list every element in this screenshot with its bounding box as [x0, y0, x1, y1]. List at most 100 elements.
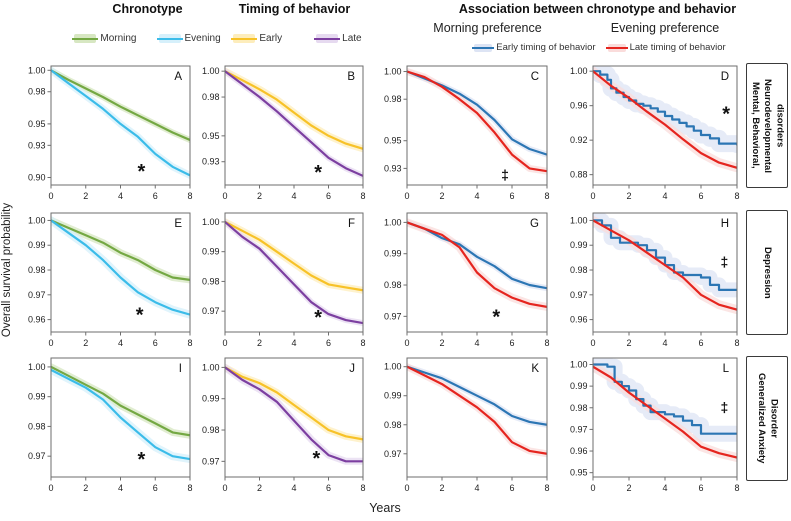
- panel-D: 1.00 0.96 0.92 0.88 0 2 4 6 8 D *: [570, 65, 740, 201]
- y-tick-label: 1.00: [384, 362, 402, 372]
- curve-morning: [51, 365, 190, 437]
- x-tick-label: 8: [734, 191, 739, 201]
- x-tick-label: 2: [439, 338, 444, 348]
- y-tick-label: 0.99: [28, 392, 46, 402]
- significance-symbol: ‡: [501, 166, 509, 182]
- y-tick-label: 1.00: [28, 65, 46, 75]
- y-tick-label: 0.97: [28, 451, 46, 461]
- y-tick-label: 0.98: [28, 421, 46, 431]
- significance-symbol: *: [722, 103, 730, 125]
- y-tick-label: 1.00: [202, 66, 220, 76]
- association-legend-label: Late timing of behavior: [629, 42, 726, 53]
- association-title: Association between chronotype and behav…: [458, 2, 737, 16]
- chronotype-legend: Morning Evening: [45, 33, 250, 44]
- x-tick-label: 8: [360, 338, 365, 348]
- significance-symbol: *: [492, 306, 500, 328]
- y-tick-label: 0.96: [28, 315, 46, 325]
- panel-C: 1.00 0.98 0.95 0.93 0 2 4 6 8 C ‡: [384, 65, 550, 201]
- y-tick-label: 0.99: [202, 247, 220, 257]
- x-tick-label: 8: [734, 483, 739, 493]
- ci-band-late-timing-of-behavior: [407, 68, 547, 175]
- significance-symbol: *: [137, 449, 145, 471]
- timing-legend-swatch-icon: [314, 34, 341, 43]
- y-tick-label: 0.96: [570, 446, 588, 456]
- x-tick-label: 6: [509, 483, 514, 493]
- curve-evening: [51, 368, 190, 461]
- x-tick-label: 2: [439, 483, 444, 493]
- panel-C-curves: [407, 68, 547, 175]
- x-tick-label: 4: [662, 338, 667, 348]
- x-tick-label: 6: [153, 483, 158, 493]
- row-group-box-0: Mental, Behavioral, Neurodevelopmental d…: [746, 63, 788, 188]
- y-tick-label: 0.92: [570, 135, 588, 145]
- y-tick-label: 0.98: [384, 280, 402, 290]
- row-group-label: Mental, Behavioral, Neurodevelopmental d…: [749, 78, 786, 173]
- y-tick-label: 0.98: [570, 403, 588, 413]
- curve-late-timing-of-behavior: [593, 219, 737, 311]
- row-group-box-2: Generalized Anxiety Disorder: [746, 356, 788, 481]
- y-tick-label: 0.97: [570, 290, 588, 300]
- panel-J: 1.00 0.99 0.98 0.97 0 2 4 6 8 J *: [202, 357, 366, 493]
- panel-letter: F: [348, 218, 355, 230]
- panel-H-curves: [593, 213, 737, 315]
- significance-symbol: *: [137, 161, 145, 183]
- y-tick-label: 0.98: [202, 92, 220, 102]
- ci-band-early-timing-of-behavior: [593, 66, 737, 153]
- panel-E: 1.00 0.99 0.98 0.97 0.96 0 2 4 6 8 E *: [28, 212, 193, 348]
- y-tick-label: 0.95: [384, 136, 402, 146]
- x-tick-label: 6: [153, 338, 158, 348]
- y-tick-label: 0.98: [202, 425, 220, 435]
- y-tick-label: 1.00: [28, 215, 46, 225]
- panel-K: 1.00 0.99 0.98 0.97 0 2 4 6 8 K: [384, 357, 550, 493]
- x-tick-label: 4: [118, 191, 123, 201]
- x-tick-label: 4: [662, 191, 667, 201]
- y-tick-label: 0.98: [384, 420, 402, 430]
- x-tick-label: 6: [698, 483, 703, 493]
- y-tick-label: 0.93: [384, 163, 402, 173]
- y-tick-label: 0.95: [202, 131, 220, 141]
- x-tick-label: 6: [326, 338, 331, 348]
- y-tick-label: 1.00: [570, 66, 588, 76]
- panel-G: 1.00 0.99 0.98 0.97 0 2 4 6 8 G *: [384, 212, 550, 348]
- timing-legend-label: Early: [259, 33, 283, 44]
- y-tick-label: 0.98: [384, 94, 402, 104]
- x-tick-label: 8: [360, 483, 365, 493]
- x-tick-label: 6: [326, 191, 331, 201]
- y-tick-label: 0.98: [570, 265, 588, 275]
- timing-title: Timing of behavior: [238, 2, 351, 16]
- y-tick-label: 0.96: [570, 315, 588, 325]
- panel-letter: G: [530, 218, 539, 230]
- y-tick-label: 0.97: [570, 424, 588, 434]
- x-tick-label: 6: [698, 191, 703, 201]
- y-tick-label: 0.99: [202, 394, 220, 404]
- significance-symbol: *: [314, 307, 322, 329]
- panel-letter: K: [531, 363, 539, 375]
- x-tick-label: 2: [626, 338, 631, 348]
- x-tick-label: 8: [544, 483, 549, 493]
- x-tick-label: 4: [662, 483, 667, 493]
- y-tick-label: 1.00: [384, 67, 402, 77]
- x-tick-label: 0: [48, 338, 53, 348]
- association-legend-label: Early timing of behavior: [496, 42, 596, 53]
- association-legend-swatch-icon: [472, 43, 495, 52]
- panel-F-curves: [225, 218, 363, 327]
- x-tick-label: 8: [187, 483, 192, 493]
- association-legend-item-0: Early timing of behavior: [472, 42, 596, 53]
- panel-J-curves: [225, 363, 363, 465]
- x-tick-label: 0: [222, 338, 227, 348]
- panel-E-curves: [51, 216, 190, 319]
- x-tick-label: 2: [83, 191, 88, 201]
- x-tick-label: 4: [291, 338, 296, 348]
- y-tick-label: 0.90: [28, 172, 46, 182]
- timing-legend-label: Late: [342, 33, 362, 44]
- curve-evening: [51, 69, 190, 177]
- curve-early: [225, 220, 363, 292]
- y-tick-label: 0.97: [28, 290, 46, 300]
- x-tick-label: 8: [734, 338, 739, 348]
- x-tick-label: 6: [326, 483, 331, 493]
- panel-L-curves: [593, 358, 737, 462]
- timing-legend-swatch-icon: [231, 34, 258, 43]
- chronotype-legend-item-0: Morning: [72, 33, 137, 44]
- x-tick-label: 4: [474, 338, 479, 348]
